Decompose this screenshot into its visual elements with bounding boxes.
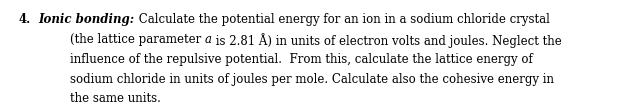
- Text: the same units.: the same units.: [55, 92, 161, 105]
- Text: is 2.81 Å) in units of electron volts and joules. Neglect the: is 2.81 Å) in units of electron volts an…: [212, 33, 562, 48]
- Text: Ionic bonding:: Ionic bonding:: [39, 13, 135, 26]
- Text: sodium chloride in units of joules per mole. Calculate also the cohesive energy : sodium chloride in units of joules per m…: [55, 73, 554, 86]
- Text: influence of the repulsive potential.  From this, calculate the lattice energy o: influence of the repulsive potential. Fr…: [55, 53, 533, 66]
- Text: (the lattice parameter: (the lattice parameter: [55, 33, 205, 46]
- Text: Calculate the potential energy for an ion in a sodium chloride crystal: Calculate the potential energy for an io…: [135, 13, 550, 26]
- Text: 4.: 4.: [19, 13, 31, 26]
- Text: a: a: [205, 33, 212, 46]
